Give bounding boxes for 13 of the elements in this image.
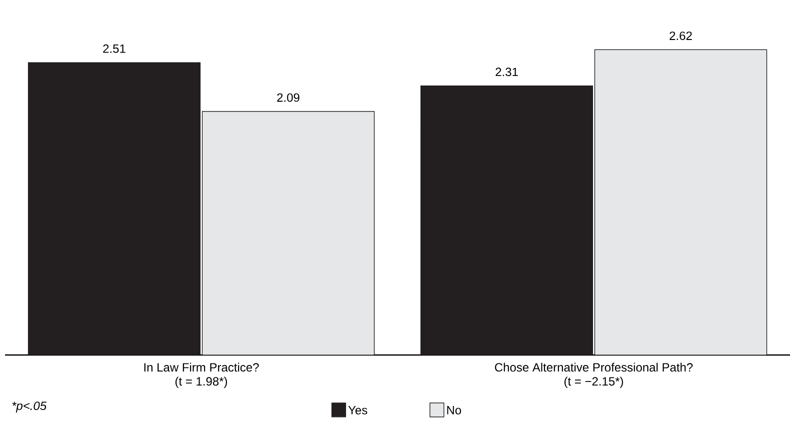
data-label: 2.51 [103, 44, 126, 53]
bar [202, 111, 375, 355]
x-tick-label: Chose Alternative Professional Path? [494, 362, 693, 372]
text: (t = 1.98*) [175, 376, 228, 388]
data-label: 2.62 [670, 32, 692, 40]
data-label: 2.31 [496, 68, 518, 76]
legend-label: No [447, 406, 462, 414]
text: *p<.05 [12, 402, 47, 412]
bar [594, 49, 768, 355]
x-tick-label: In Law Firm Practice? [144, 362, 259, 372]
text: (t = −2.15*) [564, 376, 624, 388]
legend-label: Yes [348, 406, 368, 414]
data-label: 2.09 [277, 93, 300, 102]
